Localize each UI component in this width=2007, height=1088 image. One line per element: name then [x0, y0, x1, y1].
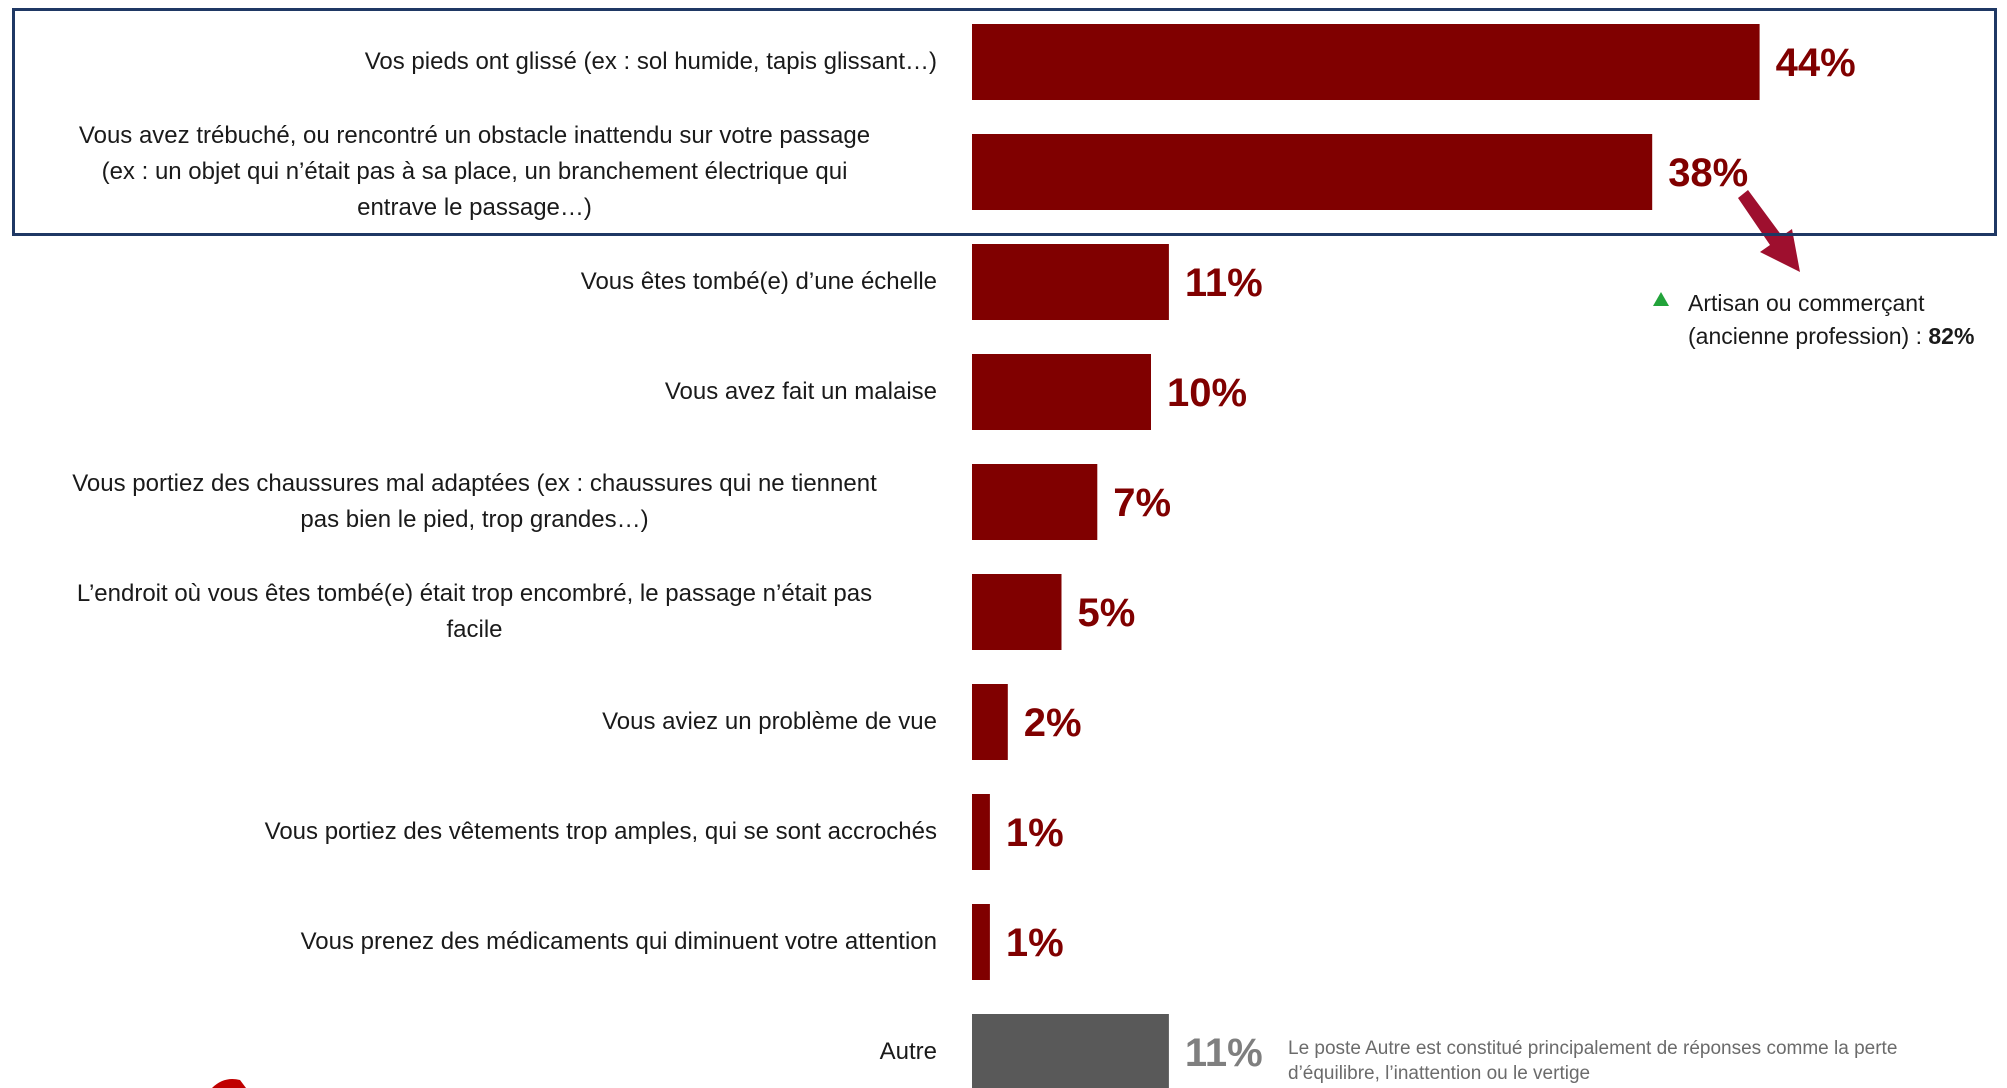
bar-3: [972, 244, 1169, 320]
footnote-autre: Le poste Autre est constitué principalem…: [1288, 1038, 1898, 1084]
value-label-1: 44%: [1776, 41, 1856, 85]
category-label-line: Vous portiez des vêtements trop amples, …: [264, 818, 937, 845]
category-label-2: Vous avez trébuché, ou rencontré un obst…: [12, 118, 937, 226]
bar-2: [972, 134, 1653, 210]
callout-label: Artisan ou commerçant (ancienne professi…: [1688, 290, 1925, 349]
value-label-9: 1%: [1006, 921, 1064, 965]
value-label-3: 11%: [1185, 261, 1263, 305]
callout-text: Artisan ou commerçant (ancienne professi…: [1688, 287, 2007, 353]
category-label-1: Vos pieds ont glissé (ex : sol humide, t…: [12, 44, 937, 80]
category-label-6: L’endroit où vous êtes tombé(e) était tr…: [12, 576, 937, 648]
category-label-8: Vous portiez des vêtements trop amples, …: [12, 814, 937, 850]
bar-7: [972, 684, 1008, 760]
bars-group: [972, 24, 1760, 1088]
category-label-10: Autre: [12, 1034, 937, 1070]
category-label-line: Vous portiez des chaussures mal adaptées…: [72, 470, 877, 497]
bar-5: [972, 464, 1098, 540]
category-label-3: Vous êtes tombé(e) d’une échelle: [12, 264, 937, 300]
category-label-line: Vous êtes tombé(e) d’une échelle: [580, 268, 937, 295]
value-labels-group: 44% 38% 11% 10% 7% 5% 2% 1% 1% 11%: [1006, 41, 1856, 1075]
value-label-7: 2%: [1024, 701, 1082, 745]
bar-1: [972, 24, 1760, 100]
category-label-line: L’endroit où vous êtes tombé(e) était tr…: [76, 580, 873, 607]
value-label-10: 11%: [1185, 1031, 1263, 1075]
category-label-line: Vous avez fait un malaise: [664, 378, 937, 405]
category-label-line: Autre: [879, 1038, 937, 1065]
category-label-line: Vous avez trébuché, ou rencontré un obst…: [78, 122, 871, 149]
category-label-line: Vous aviez un problème de vue: [602, 708, 937, 735]
bar-4: [972, 354, 1151, 430]
value-label-4: 10%: [1167, 371, 1247, 415]
value-label-2: 38%: [1668, 151, 1748, 195]
callout-value: 82%: [1928, 323, 1975, 349]
bar-8: [972, 794, 990, 870]
callout-arrow: [1738, 190, 1800, 272]
category-label-line: entrave le passage…): [357, 194, 592, 221]
value-label-6: 5%: [1078, 591, 1136, 635]
callout-arrow-icon: [1738, 190, 1800, 272]
up-triangle-icon: [1653, 292, 1669, 306]
category-label-line: pas bien le pied, trop grandes…): [300, 506, 649, 533]
bar-6: [972, 574, 1062, 650]
bar-10: [972, 1014, 1169, 1088]
category-label-5: Vous portiez des chaussures mal adaptées…: [12, 466, 937, 538]
category-label-line: Vos pieds ont glissé (ex : sol humide, t…: [364, 48, 937, 75]
bar-9: [972, 904, 990, 980]
category-label-line: (ex : un objet qui n’était pas à sa plac…: [101, 158, 848, 185]
category-label-line: Vous prenez des médicaments qui diminuen…: [300, 928, 937, 955]
value-label-5: 7%: [1113, 481, 1171, 525]
category-label-line: facile: [446, 616, 503, 643]
category-label-7: Vous aviez un problème de vue: [12, 704, 937, 740]
value-label-8: 1%: [1006, 811, 1064, 855]
category-label-4: Vous avez fait un malaise: [12, 374, 937, 410]
category-label-9: Vous prenez des médicaments qui diminuen…: [12, 924, 937, 960]
red-swoosh-icon: [212, 1079, 246, 1088]
highlight-box: [12, 8, 1997, 236]
